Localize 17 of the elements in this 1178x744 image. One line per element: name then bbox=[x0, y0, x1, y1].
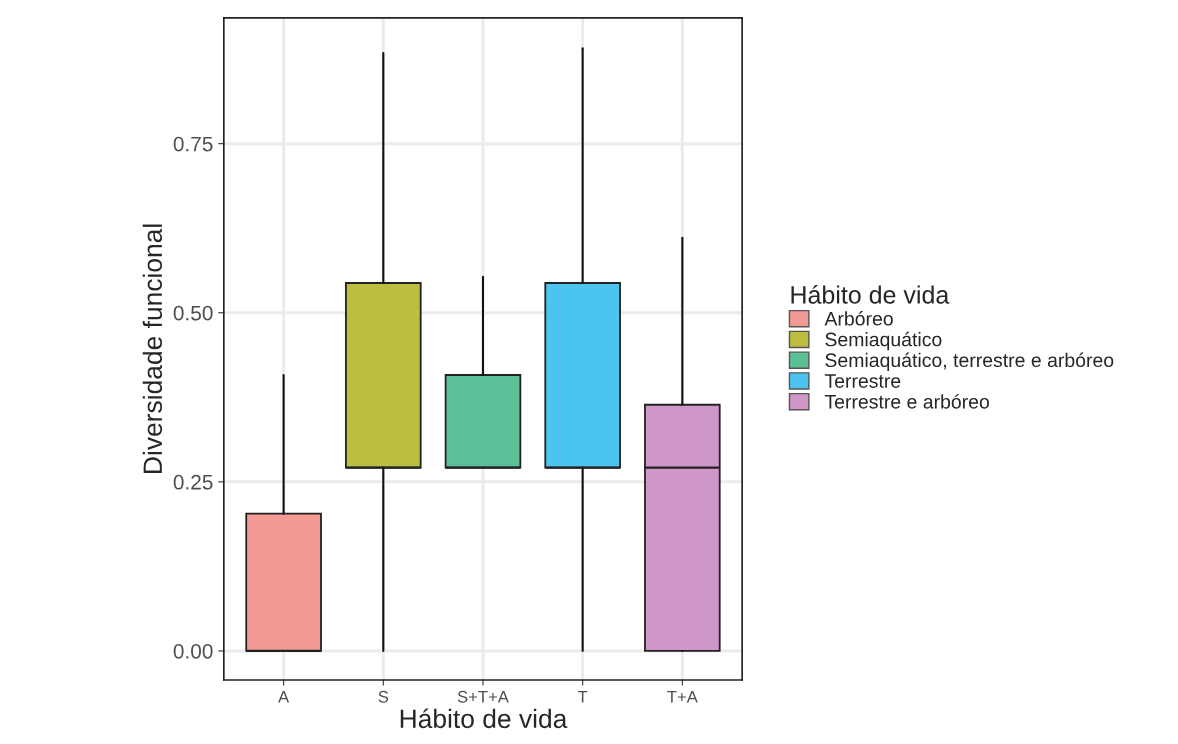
legend-title: Hábito de vida bbox=[791, 285, 950, 304]
legend-label: Semiaquático, terrestre e arbóreo bbox=[825, 352, 1114, 371]
y-tick-label: 0.75 bbox=[173, 136, 213, 152]
legend-label: Arbóreo bbox=[824, 311, 893, 326]
y-tick-label: 0.50 bbox=[173, 305, 213, 321]
x-tick-label: A bbox=[278, 691, 290, 703]
legend-label: Terrestre e arbóreo bbox=[824, 394, 989, 409]
x-tick-label: T bbox=[577, 691, 588, 703]
x-tick-label: S+T+A bbox=[457, 690, 509, 703]
y-tick-label: 0.00 bbox=[173, 643, 213, 659]
y-tick-label: 0.25 bbox=[173, 474, 213, 490]
x-tick-label: S bbox=[378, 690, 389, 703]
x-axis-title: Hábito de vida bbox=[400, 708, 568, 729]
y-axis-title: Diversidade funcional bbox=[142, 224, 163, 473]
legend-label: Semiaquático bbox=[825, 331, 942, 351]
legend-label: Terrestre bbox=[824, 374, 901, 388]
x-tick-label: T+A bbox=[667, 691, 698, 703]
